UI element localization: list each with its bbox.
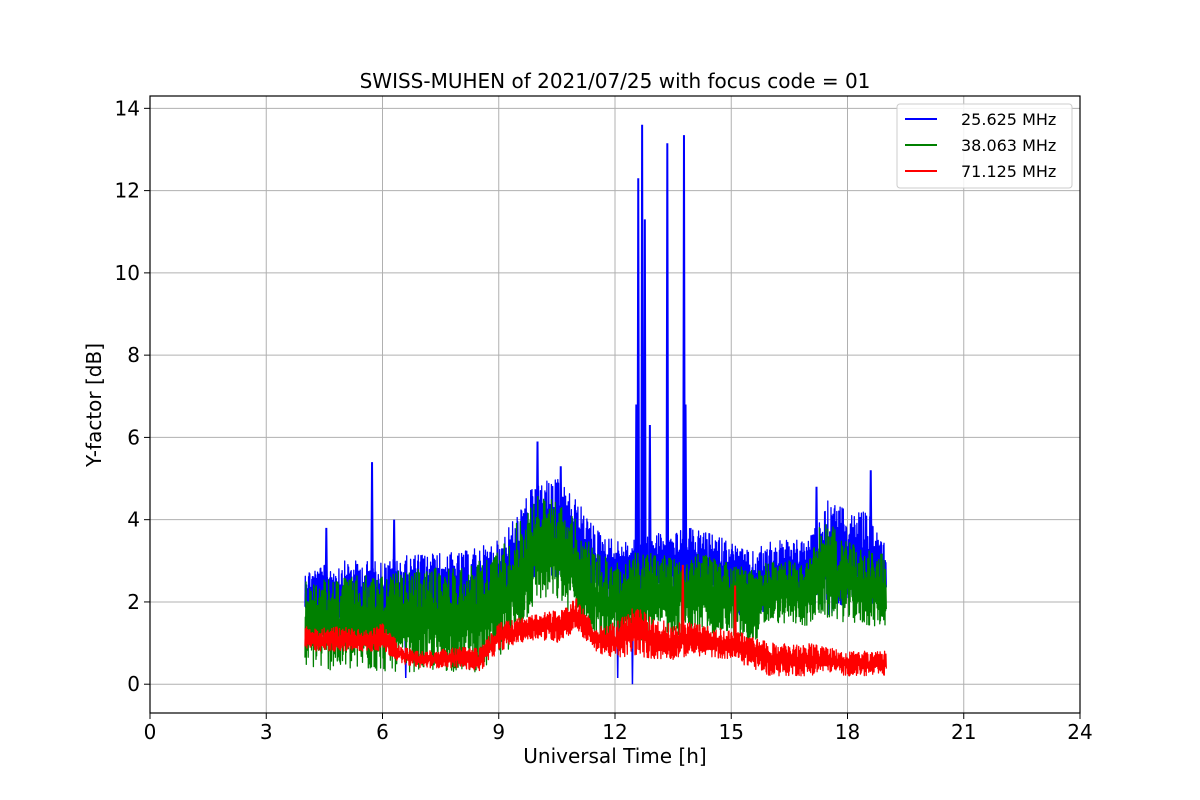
series-spike xyxy=(640,124,644,582)
plot-area xyxy=(304,124,887,685)
y-tick-label: 6 xyxy=(127,425,140,449)
series-spike xyxy=(370,462,374,598)
x-tick-label: 3 xyxy=(260,720,273,744)
series-spike xyxy=(665,143,670,578)
series-spike xyxy=(392,519,396,597)
legend-label: 71.125 MHz xyxy=(961,162,1056,181)
y-tick-label: 14 xyxy=(115,96,140,120)
series-spike xyxy=(681,564,685,642)
legend-label: 25.625 MHz xyxy=(961,110,1056,129)
x-axis-label: Universal Time [h] xyxy=(523,744,706,768)
series-spike xyxy=(683,404,688,576)
series-spike xyxy=(636,178,641,583)
series-spike xyxy=(643,219,647,581)
x-tick-label: 24 xyxy=(1067,720,1092,744)
x-tick-label: 9 xyxy=(492,720,505,744)
series-spike xyxy=(648,425,652,579)
y-tick-label: 0 xyxy=(127,672,140,696)
x-tick-label: 18 xyxy=(835,720,860,744)
series-line-71-125-mhz xyxy=(304,598,887,677)
y-tick-label: 10 xyxy=(115,261,140,285)
legend: 25.625 MHz 38.063 MHz 71.125 MHz xyxy=(896,103,1073,189)
y-tick-label: 8 xyxy=(127,343,140,367)
x-tick-label: 15 xyxy=(719,720,744,744)
legend-box xyxy=(896,103,1073,189)
series-spike xyxy=(324,527,329,601)
x-tick-label: 21 xyxy=(951,720,976,744)
series-spike xyxy=(814,486,819,572)
x-tick-label: 12 xyxy=(602,720,627,744)
series-line-38-063-mhz xyxy=(304,495,887,673)
legend-label: 38.063 MHz xyxy=(961,136,1056,155)
series-spike xyxy=(733,585,737,648)
chart-title: SWISS-MUHEN of 2021/07/25 with focus cod… xyxy=(360,69,871,93)
y-tick-label: 12 xyxy=(115,179,140,203)
x-tick-label: 6 xyxy=(376,720,389,744)
x-tick-label: 0 xyxy=(144,720,157,744)
y-tick-label: 2 xyxy=(127,590,140,614)
y-tick-label: 4 xyxy=(127,508,140,532)
y-axis-label: Y-factor [dB] xyxy=(82,343,106,468)
series-spike xyxy=(868,470,873,568)
